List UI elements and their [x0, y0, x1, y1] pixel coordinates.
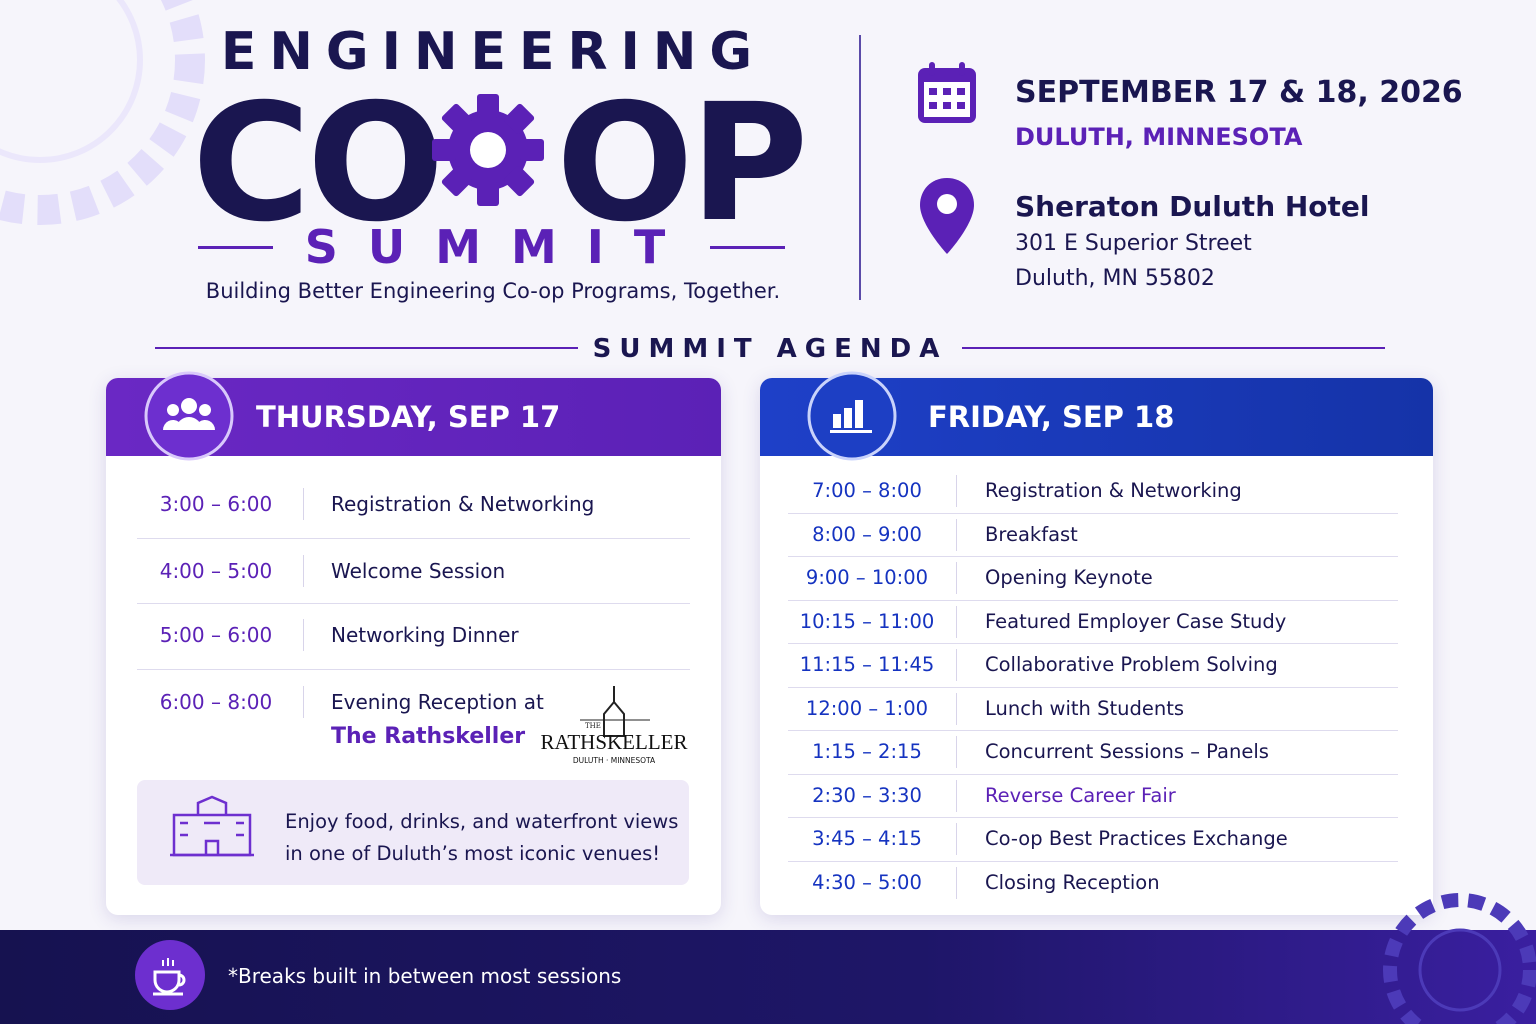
title-main-right: OP [556, 70, 808, 258]
session: Closing Reception [985, 870, 1160, 894]
vline [303, 555, 304, 587]
rule [198, 246, 273, 249]
vline [956, 866, 957, 899]
vline [956, 475, 957, 507]
coffee-icon [135, 940, 205, 1010]
session: Co-op Best Practices Exchange [985, 827, 1288, 850]
rule [155, 347, 578, 349]
session: Concurrent Sessions – Panels [985, 740, 1269, 763]
calendar-icon [918, 62, 976, 123]
rule [710, 246, 785, 249]
time: 3:45 – 4:15 [812, 827, 922, 850]
vline [303, 686, 304, 718]
row-divider [137, 603, 690, 604]
divider [859, 35, 861, 300]
row-divider [788, 860, 1398, 862]
time: 7:00 – 8:00 [812, 479, 922, 502]
vline [956, 779, 957, 812]
logo-small: THE [585, 722, 601, 730]
time: 9:00 – 10:00 [805, 566, 929, 589]
footer-bar [0, 930, 1536, 1024]
day-title: THURSDAY, SEP 17 [256, 400, 561, 434]
session: Breakfast [985, 522, 1078, 546]
row-divider [788, 730, 1398, 732]
session: Collaborative Problem Solving [985, 653, 1278, 676]
vline [956, 692, 957, 725]
session: Registration & Networking [985, 479, 1242, 502]
logo-name: RATHSKELLER [541, 730, 688, 754]
row-divider [788, 556, 1398, 558]
session: Networking Dinner [331, 623, 519, 647]
vline [956, 736, 957, 768]
bg-gear [1383, 893, 1536, 1024]
session: Featured Employer Case Study [985, 609, 1287, 633]
rathskeller-logo: THE RATHSKELLER DULUTH · MINNESOTA [541, 686, 688, 765]
time: 8:00 – 9:00 [812, 522, 922, 546]
footer-note: *Breaks built in between most sessions [228, 964, 622, 988]
venue: The Rathskeller [331, 724, 526, 749]
gear-icon [432, 94, 544, 206]
logo-place: DULUTH · MINNESOTA [573, 756, 656, 765]
time: 5:00 – 6:00 [159, 623, 273, 647]
event-city: DULUTH, MINNESOTA [1015, 123, 1303, 151]
title-bottom: SUMMIT [304, 220, 696, 274]
note-line: Enjoy food, drinks, and waterfront views [285, 810, 679, 833]
time: 4:30 – 5:00 [812, 870, 922, 894]
people-icon [144, 371, 234, 461]
session: Welcome Session [331, 559, 506, 583]
vline [956, 605, 957, 638]
session: Evening Reception at [331, 690, 544, 714]
title-top: ENGINEERING [220, 22, 766, 82]
vline [956, 823, 957, 855]
time: 11:15 – 11:45 [799, 653, 935, 676]
session: Reverse Career Fair [985, 783, 1176, 807]
row-divider [788, 686, 1398, 688]
chart-icon [807, 371, 897, 461]
time: 6:00 – 8:00 [159, 690, 273, 714]
title-main-left: CO [192, 70, 445, 258]
time: 3:00 – 6:00 [159, 492, 273, 516]
session: Opening Keynote [985, 566, 1153, 589]
time: 4:00 – 5:00 [159, 559, 273, 583]
row-divider [788, 512, 1398, 514]
day-card: FRIDAY, SEP 18 7:00 – 8:00 Registration &… [760, 378, 1433, 915]
vline [303, 488, 304, 520]
agenda-title: SUMMIT AGENDA [592, 334, 948, 364]
row-divider [137, 668, 690, 670]
time: 10:15 – 11:00 [799, 609, 935, 633]
time: 12:00 – 1:00 [805, 696, 929, 720]
row-divider [788, 643, 1398, 645]
vline [956, 649, 957, 681]
row-divider [788, 817, 1398, 819]
vline [303, 619, 304, 651]
row-divider [137, 537, 690, 539]
day-title: FRIDAY, SEP 18 [928, 400, 1175, 434]
building-icon [170, 795, 254, 857]
event-date: SEPTEMBER 17 & 18, 2026 [1015, 75, 1463, 110]
bg-gear [0, 0, 205, 225]
venue-address: Duluth, MN 55802 [1015, 266, 1215, 291]
row-divider [788, 773, 1398, 775]
time: 1:15 – 2:15 [812, 740, 922, 763]
rule [962, 347, 1385, 349]
vline [956, 562, 957, 594]
note-box [137, 780, 689, 885]
row-divider [788, 599, 1398, 601]
vline [956, 518, 957, 551]
pin-icon [920, 178, 974, 254]
session: Lunch with Students [985, 696, 1185, 720]
time: 2:30 – 3:30 [812, 783, 922, 807]
venue-address: 301 E Superior Street [1015, 231, 1252, 256]
tagline: Building Better Engineering Co-op Progra… [205, 279, 781, 303]
note-line: in one of Duluth’s most iconic venues! [285, 842, 661, 865]
venue-name: Sheraton Duluth Hotel [1015, 190, 1370, 223]
session: Registration & Networking [331, 492, 595, 516]
